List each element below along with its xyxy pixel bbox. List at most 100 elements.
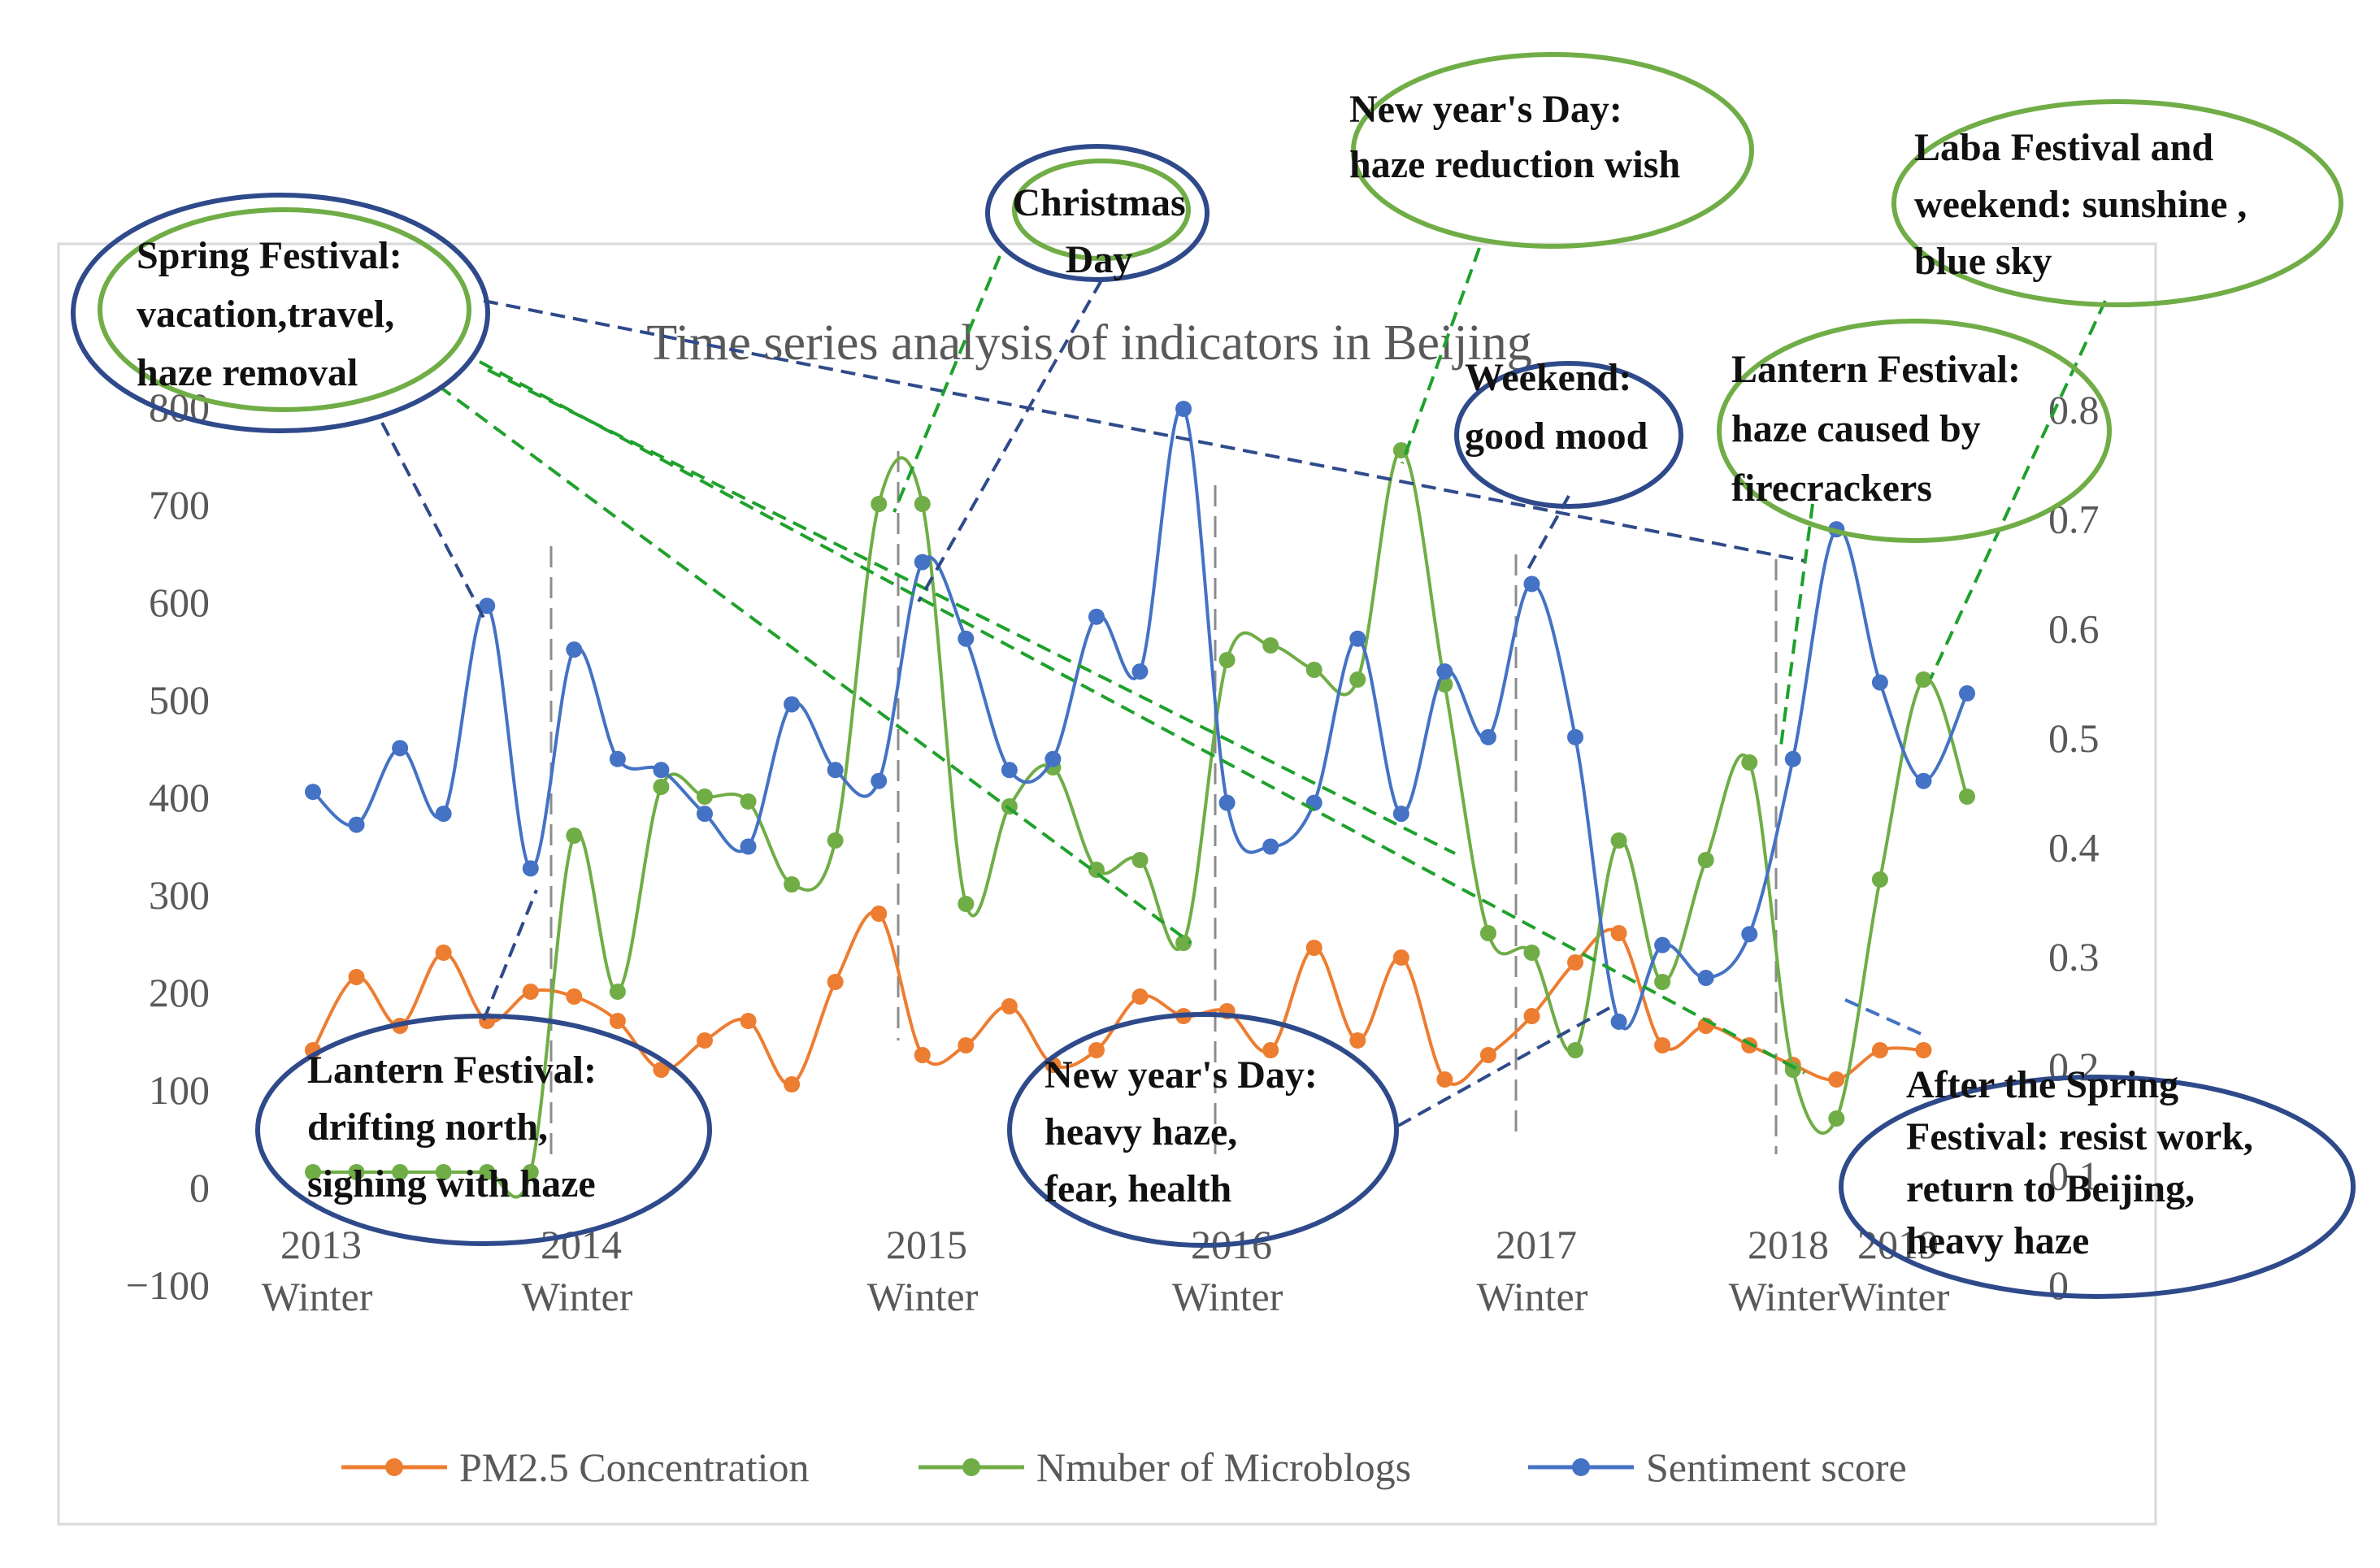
series-pm25 [305,906,1932,1092]
annotation-text: haze removal [137,351,358,394]
data-point [1045,750,1062,767]
annotation-text: Spring Festival: [137,234,402,277]
data-point [1567,954,1584,971]
y-left-tick-label: −100 [126,1262,210,1308]
data-point [566,988,583,1005]
x-tick-season: Winter [522,1274,633,1319]
data-point [1654,1037,1671,1053]
x-tick-season: Winter [1172,1274,1283,1319]
data-point [1305,662,1322,678]
data-point [1915,671,1932,688]
data-point [1959,685,1975,702]
legend: PM2.5 Concentration Nmuber of Microblogs S… [341,1444,1907,1490]
data-point [1262,838,1279,855]
data-point [1218,652,1236,668]
annotation-text: New year's Day: [1045,1053,1318,1097]
data-point [1088,862,1105,878]
annotation-weekend-good-mood: Weekend: good mood [1454,356,1683,509]
data-point [435,1164,452,1180]
annotation-text: Lantern Festival: [307,1049,597,1092]
series-line [313,448,1969,1199]
annotation-text: Christmas [1012,181,1185,224]
data-point [522,984,539,1000]
y-right-tick-label: 0 [2048,1262,2069,1308]
data-point [1784,750,1801,767]
data-point [1436,1071,1453,1088]
annotation-text: return to Beijing, [1906,1167,2195,1210]
data-point [958,1037,975,1053]
data-point [1175,935,1192,951]
x-tick-year: 2019 [1857,1222,1939,1267]
data-point [1959,788,1975,805]
data-point [1088,608,1105,625]
annotation-text: heavy haze, [1045,1110,1237,1153]
connector-spring-festival-1 [483,299,1805,562]
y-left-tick-label: 0 [189,1165,210,1210]
data-point [1349,671,1366,688]
data-point [1436,663,1453,680]
data-point [566,641,583,658]
y-left-tick-label: 100 [149,1067,210,1113]
x-tick-season: Winter [1477,1274,1588,1319]
data-point [784,876,801,893]
legend-label: Sentiment score [1646,1444,1907,1490]
annotation-text: sighing with haze [307,1162,596,1205]
connector-laba [1929,300,2107,680]
annotation-text: blue sky [1914,240,2052,283]
x-tick-season: Winter [1729,1274,1840,1319]
data-point [1610,832,1627,849]
annotation-ellipse [1351,52,1754,249]
annotation-ellipse [1454,361,1683,509]
data-point [784,1076,801,1092]
annotation-ellipse [985,144,1210,282]
data-point [1610,925,1627,941]
data-point [740,793,757,810]
data-point [1828,1071,1845,1088]
annotation-ellipse [1007,1012,1399,1248]
annotation-ellipse [71,193,490,433]
annotations: Spring Festival: vacation,travel, haze rem… [71,52,2356,1299]
data-point [784,696,801,713]
connector-spring-festival-4 [487,368,1456,855]
annotation-ellipse [1717,319,2112,543]
legend-swatch-dot [962,1458,980,1476]
annotation-ellipse [255,1014,712,1246]
annotation-ellipse-inner [98,207,471,412]
annotation-after-spring-festival: After the Spring Festival: resist work, re… [1839,1063,2356,1299]
connector-christmas-1 [917,280,1103,602]
y-right-tick-label: 0.8 [2048,387,2100,432]
data-point [1915,1042,1932,1058]
legend-item: Nmuber of Microblogs [919,1444,1411,1490]
data-point [827,974,844,990]
annotation-spring-festival: Spring Festival: vacation,travel, haze rem… [71,193,490,433]
data-point [871,772,888,789]
annotation-christmas-day: Christmas Day [985,144,1210,282]
data-point [1175,401,1192,417]
data-point [479,597,496,615]
annotation-connectors [380,247,2107,1127]
data-point [1567,728,1584,745]
data-point [305,1164,321,1180]
x-tick-year: 2014 [541,1222,622,1267]
x-tick-year: 2017 [1496,1222,1577,1267]
chart-frame [57,242,2157,1526]
data-point [566,827,583,844]
y-right-tick-label: 0.1 [2048,1153,2100,1198]
data-point [1871,674,1888,691]
x-tick-season: Winter [262,1274,373,1319]
data-point [609,984,626,1000]
y-right-tick-label: 0.2 [2048,1044,2100,1089]
data-point [609,750,626,767]
annotation-text: firecrackers [1731,467,1932,510]
legend-swatch-dot [1572,1458,1590,1476]
data-point [958,630,975,647]
annotation-new-year-heavy-haze: New year's Day: heavy haze, fear, health [1007,1012,1399,1248]
series-sentiment [305,401,1975,1031]
annotation-text: Day [1066,238,1133,281]
data-point [348,1164,365,1180]
data-point [1697,852,1714,868]
data-point [1349,1032,1366,1049]
data-point [871,906,888,922]
annotation-lantern-firecrackers: Lantern Festival: haze caused by firecrack… [1717,319,2112,543]
annotation-lantern-drifting-north: Lantern Festival: drifting north, sighing … [255,1014,712,1246]
